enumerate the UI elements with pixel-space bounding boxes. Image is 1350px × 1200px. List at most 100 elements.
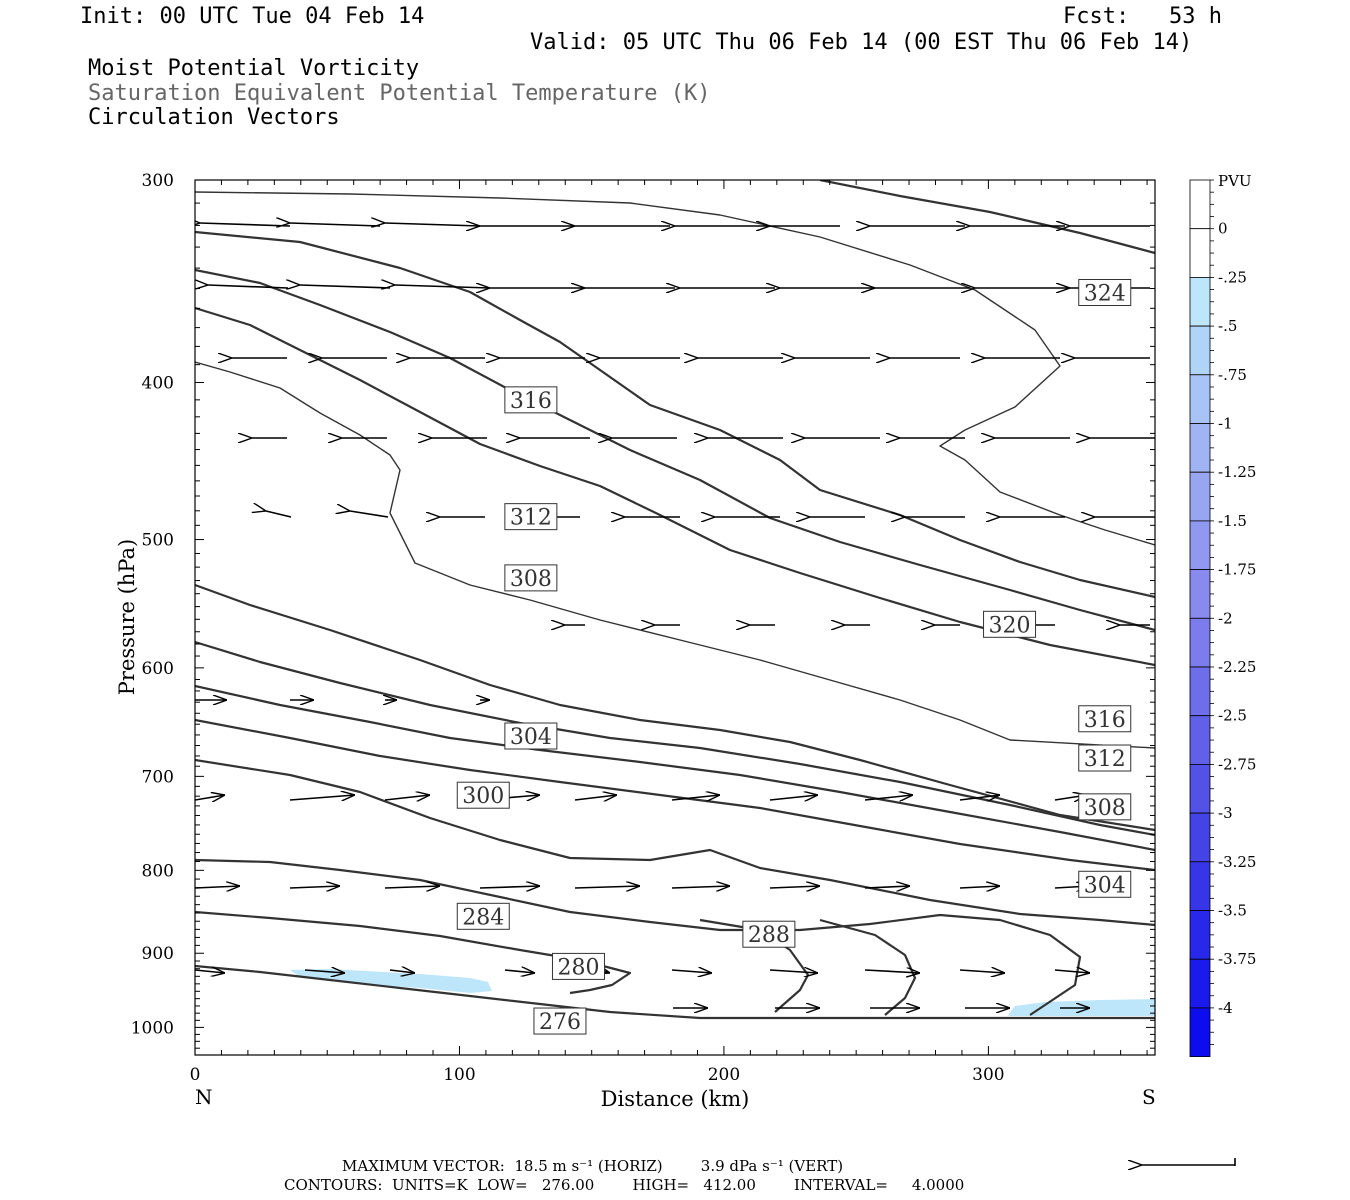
vector-arrow — [266, 511, 292, 518]
contour-label-box — [742, 920, 796, 948]
contour-324 — [819, 180, 1155, 255]
vector-arrow — [195, 970, 225, 973]
contour-label: 324 — [1084, 282, 1126, 307]
colorbar-units: PVU — [1218, 172, 1252, 190]
colorbar-level-label: -2.25 — [1218, 658, 1256, 676]
vector-arrow — [384, 795, 430, 800]
vector-arrow — [200, 223, 291, 226]
colorbar-level-label: -.25 — [1218, 268, 1247, 286]
contour-label: 300 — [462, 784, 504, 809]
colorbar-level-label: -3.25 — [1218, 853, 1256, 871]
colorbar-swatch — [1189, 471, 1211, 522]
vector-arrow — [504, 970, 535, 973]
contour-label-box — [533, 1007, 587, 1035]
contour-label-box — [983, 610, 1037, 638]
colorbar-swatch — [1189, 423, 1211, 473]
vector-arrow — [959, 970, 1005, 973]
contour-label-box — [1078, 744, 1132, 772]
y-tick-label: 900 — [142, 944, 174, 964]
colorbar-level-label: -4 — [1218, 999, 1233, 1017]
plot-frame — [194, 179, 1156, 1056]
field-title-mpv: Moist Potential Vorticity — [88, 56, 420, 81]
contour-label-box — [504, 564, 558, 592]
contour-300 — [195, 583, 1155, 832]
colorbar-swatch — [1189, 276, 1211, 327]
vector-arrow — [289, 795, 355, 800]
colorbar-level-label: -2.5 — [1218, 707, 1247, 725]
x-tick-label: 300 — [972, 1065, 1004, 1085]
contour-label: 316 — [1084, 708, 1126, 733]
vector-arrow — [289, 886, 340, 888]
colorbar-level-label: 0 — [1218, 220, 1228, 238]
vector-arrow — [671, 886, 730, 888]
vector-arrow — [290, 223, 381, 226]
colorbar-swatch — [1189, 520, 1211, 571]
colorbar-level-label: -2.75 — [1218, 755, 1256, 773]
vector-arrow — [959, 795, 1000, 800]
x-tick-label: 100 — [443, 1065, 475, 1085]
x-end-label-north: N — [195, 1085, 213, 1109]
contour-label: 288 — [748, 923, 790, 948]
y-tick-labels: 300 400 500 600 700 800 900 1000 — [131, 171, 174, 1038]
contour-320 — [195, 191, 1155, 546]
contour-info-note: CONTOURS: UNITS=K LOW= 276.00 HIGH= 412.… — [284, 1176, 965, 1194]
colorbar-swatch — [1189, 179, 1211, 230]
colorbar-level-label: -3.75 — [1218, 950, 1256, 968]
vector-arrow — [300, 285, 391, 288]
colorbar-swatch — [1189, 812, 1211, 863]
mpv-shade-north — [290, 969, 492, 993]
vector-arrow — [350, 511, 389, 518]
contour-label-box — [456, 902, 510, 930]
vector-arrow — [389, 970, 415, 973]
colorbar-level-label: -.75 — [1218, 366, 1247, 384]
vector-arrow — [479, 886, 540, 888]
vector-arrow — [671, 795, 720, 800]
colorbar-swatch — [1189, 958, 1211, 1009]
contour-label: 320 — [989, 613, 1031, 638]
mpv-shading — [290, 969, 1155, 1016]
vector-arrow — [574, 795, 617, 800]
contour-label-box — [1078, 279, 1132, 307]
contour-label: 284 — [462, 905, 504, 930]
contour-label: 312 — [510, 506, 552, 531]
contour-280 — [195, 858, 1082, 1016]
contour-label: 276 — [539, 1010, 581, 1035]
contour-label-box — [551, 952, 605, 980]
vector-arrow — [864, 886, 910, 888]
colorbar-level-label: -1.75 — [1218, 561, 1256, 579]
vector-arrow — [574, 886, 640, 888]
vector-arrow — [864, 795, 913, 800]
contour-labels: 324 316 312 308 320 316 312 304 300 308 304 284 288 2… — [456, 279, 1132, 1035]
contour-label-box — [1078, 793, 1132, 821]
colorbar-swatch — [1189, 910, 1211, 960]
x-end-label-south: S — [1142, 1085, 1156, 1109]
contour-label-box — [504, 386, 558, 414]
y-axis-label: Pressure (hPa) — [115, 539, 139, 695]
field-title-theta-es: Saturation Equivalent Potential Temperat… — [88, 81, 711, 106]
contour-label-box — [456, 781, 510, 809]
vector-arrow — [385, 223, 481, 226]
vector-arrow — [208, 285, 289, 288]
colorbar-swatch — [1189, 861, 1211, 911]
vector-arrow — [671, 970, 712, 973]
y-tick-label: 800 — [142, 861, 174, 881]
colorbar-level-label: -1 — [1218, 415, 1233, 433]
contour-label: 304 — [1084, 873, 1126, 898]
colorbar-swatch — [1189, 617, 1211, 668]
mpv-colorbar: PVU 0 -.25 -.5 -.75 -1 -1.25 -1.5 -1.75 -2 -2.25 -2… — [1189, 172, 1256, 1058]
x-tick-label: 200 — [708, 1065, 740, 1085]
contour-276-b — [819, 918, 917, 1016]
vector-arrow — [959, 886, 1000, 888]
vector-arrow — [395, 285, 491, 288]
contour-label-box — [1078, 705, 1132, 733]
vector-arrow — [769, 886, 820, 888]
colorbar-level-label: -1.25 — [1218, 463, 1256, 481]
valid-time: Valid: 05 UTC Thu 06 Feb 14 (00 EST Thu … — [530, 30, 1193, 55]
contour-label-box — [504, 722, 558, 750]
colorbar-level-label: -3 — [1218, 804, 1233, 822]
axis-ticks — [194, 179, 1155, 1056]
colorbar-swatch — [1189, 325, 1211, 376]
y-tick-label: 300 — [142, 171, 174, 191]
contour-280b — [195, 910, 632, 995]
